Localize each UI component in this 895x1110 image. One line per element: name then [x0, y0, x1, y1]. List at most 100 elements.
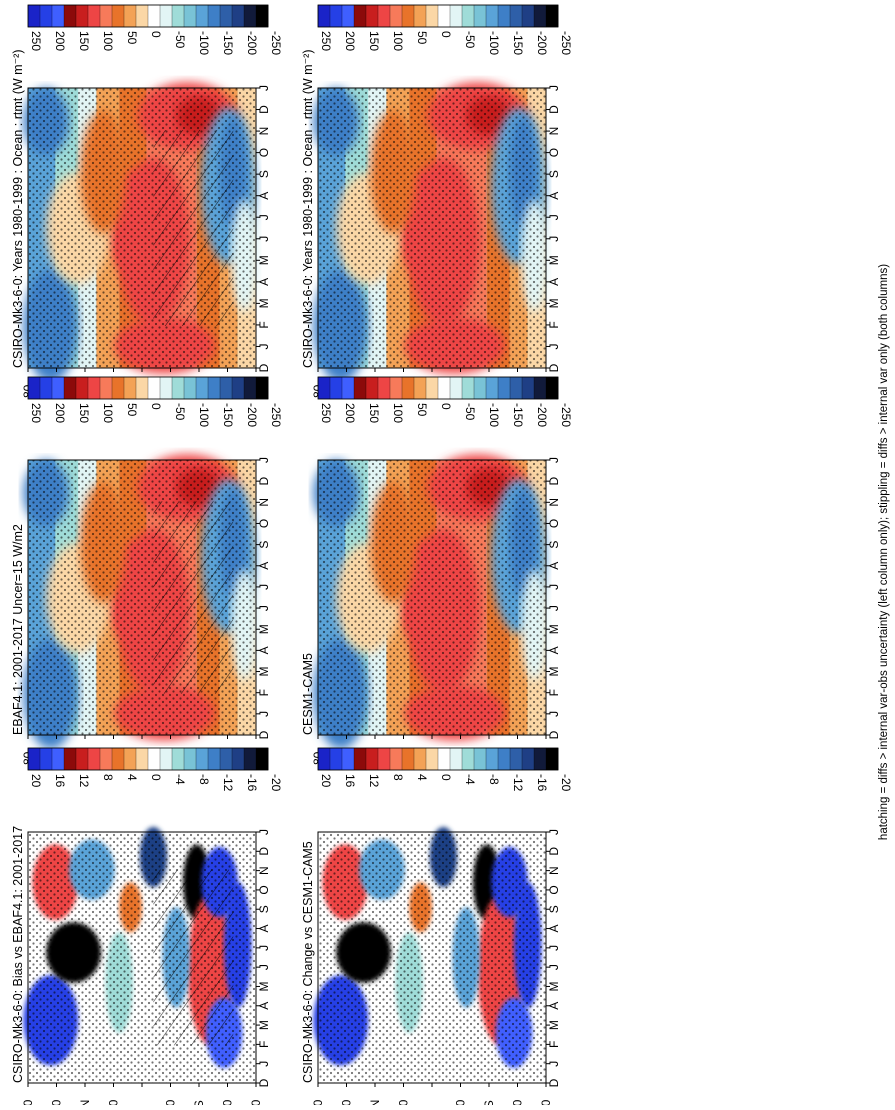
- colorbar-swatch: [75, 376, 89, 400]
- month-tick-label: D: [547, 476, 561, 485]
- month-tick-label: N: [547, 866, 561, 875]
- month-tick-label: J: [257, 236, 271, 242]
- colorbar-swatch: [521, 4, 535, 28]
- colorbar-swatch: [63, 376, 77, 400]
- month-tick-label: M: [257, 298, 271, 308]
- colorbar-swatch: [425, 747, 439, 771]
- month-tick-label: D: [257, 730, 271, 739]
- colorbar-swatch: [75, 747, 89, 771]
- month-tick-label: J: [257, 829, 271, 835]
- colorbar-swatch: [159, 747, 173, 771]
- month-tick-label: A: [547, 278, 561, 286]
- panel-6: D J F M A M J J A S O N D J 80 60 °N 20 0 20 °S 60 80 CSIRO-Mk3…: [301, 747, 573, 1110]
- colorbar-swatch: [99, 4, 113, 28]
- colorbar-tick-label: 4: [415, 774, 429, 781]
- panel-1: DJFMAMJJASONDJ8060°N20020°S6080CSIRO-Mk3…: [11, 4, 283, 398]
- month-tick-label: O: [547, 885, 561, 894]
- colorbar-swatch: [195, 4, 209, 28]
- colorbar-swatch: [461, 4, 475, 28]
- colorbar-swatch: [425, 4, 439, 28]
- colorbar-swatch: [437, 747, 451, 771]
- panel-title: CSIRO-Mk3-6-0: Change vs CESM1-CAM5: [301, 841, 315, 1083]
- colorbar-swatch: [231, 747, 245, 771]
- month-tick-label: M: [547, 298, 561, 308]
- lat-tick-label: 20: [397, 1099, 411, 1105]
- month-tick-label: A: [257, 1002, 271, 1010]
- month-tick-label: J: [547, 711, 561, 717]
- stippling-overlay: [318, 88, 546, 368]
- colorbar-frame: [317, 4, 559, 28]
- colorbar-frame: [27, 747, 269, 771]
- colorbar-frame: [27, 4, 269, 28]
- colorbar-tick-label: 16: [53, 774, 67, 788]
- colorbar-swatch: [425, 376, 439, 400]
- colorbar-tick-label: 250: [319, 31, 333, 51]
- colorbar-tick-label: 0: [439, 403, 453, 410]
- colorbar-swatch: [183, 376, 197, 400]
- colorbar-swatch: [75, 4, 89, 28]
- colorbar-tick-label: -150: [221, 31, 235, 55]
- month-tick-label: M: [257, 624, 271, 634]
- colorbar-swatch: [317, 4, 331, 28]
- colorbar-swatch: [207, 747, 221, 771]
- colorbar-swatch: [473, 747, 487, 771]
- colorbar-swatch: [243, 376, 257, 400]
- month-tick-label: O: [257, 519, 271, 528]
- colorbar-swatch: [545, 376, 559, 400]
- month-tick-label: N: [547, 498, 561, 507]
- month-tick-label: M: [547, 981, 561, 991]
- colorbar-swatch: [135, 4, 149, 28]
- month-tick-label: D: [257, 847, 271, 856]
- month-tick-label: F: [257, 321, 271, 328]
- lat-tick-label: 60: [511, 1099, 525, 1105]
- colorbar-swatch: [533, 4, 547, 28]
- colorbar-tick-label: 200: [53, 31, 67, 51]
- colorbar-swatch: [461, 376, 475, 400]
- colorbar-swatch: [231, 376, 245, 400]
- colorbar-tick-label: -150: [221, 403, 235, 427]
- colorbar-tick-label: -100: [487, 403, 501, 427]
- month-tick-label: J: [257, 711, 271, 717]
- colorbar-tick-label: 100: [391, 403, 405, 423]
- lat-tick-label: 80: [249, 1099, 263, 1105]
- colorbar-swatch: [365, 376, 379, 400]
- colorbar-tick-label: -4: [463, 774, 477, 785]
- month-tick-label: S: [547, 905, 561, 913]
- colorbar-tick-label: -100: [197, 31, 211, 55]
- colorbar-swatch: [219, 4, 233, 28]
- colorbar-swatch: [171, 747, 185, 771]
- month-tick-label: M: [257, 981, 271, 991]
- colorbar-swatch: [377, 747, 391, 771]
- month-tick-label: J: [547, 1061, 561, 1067]
- colorbar-tick-label: 0: [149, 403, 163, 410]
- colorbar-swatch: [51, 376, 65, 400]
- colorbar-tick-label: 100: [101, 31, 115, 51]
- colorbar-swatch: [449, 747, 463, 771]
- colorbar-swatch: [111, 4, 125, 28]
- month-tick-label: J: [257, 343, 271, 349]
- colorbar-tick-label: 50: [415, 403, 429, 417]
- colorbar-tick-label: 8: [101, 774, 115, 781]
- colorbar-tick-label: -12: [221, 774, 235, 792]
- month-tick-label: M: [547, 667, 561, 677]
- month-tick-label: F: [547, 1041, 561, 1048]
- colorbar-swatch: [219, 376, 233, 400]
- colorbar-swatch: [437, 4, 451, 28]
- colorbar-tick-label: 4: [125, 774, 139, 781]
- colorbar-swatch: [437, 376, 451, 400]
- colorbar-swatch: [353, 747, 367, 771]
- colorbar-frame: [27, 376, 269, 400]
- month-tick-label: N: [547, 127, 561, 136]
- colorbar-tick-label: -50: [463, 31, 477, 49]
- colorbar-swatch: [401, 747, 415, 771]
- colorbar-swatch: [51, 747, 65, 771]
- colorbar-swatch: [99, 747, 113, 771]
- month-tick-label: A: [257, 278, 271, 286]
- month-tick-label: A: [257, 562, 271, 570]
- month-tick-label: D: [547, 105, 561, 114]
- month-tick-label: O: [257, 148, 271, 157]
- colorbar-swatch: [255, 4, 269, 28]
- colorbar-tick-label: 12: [367, 774, 381, 788]
- panel-title: EBAF4.1: 2001-2017 Uncer=15 W/m2: [11, 524, 25, 735]
